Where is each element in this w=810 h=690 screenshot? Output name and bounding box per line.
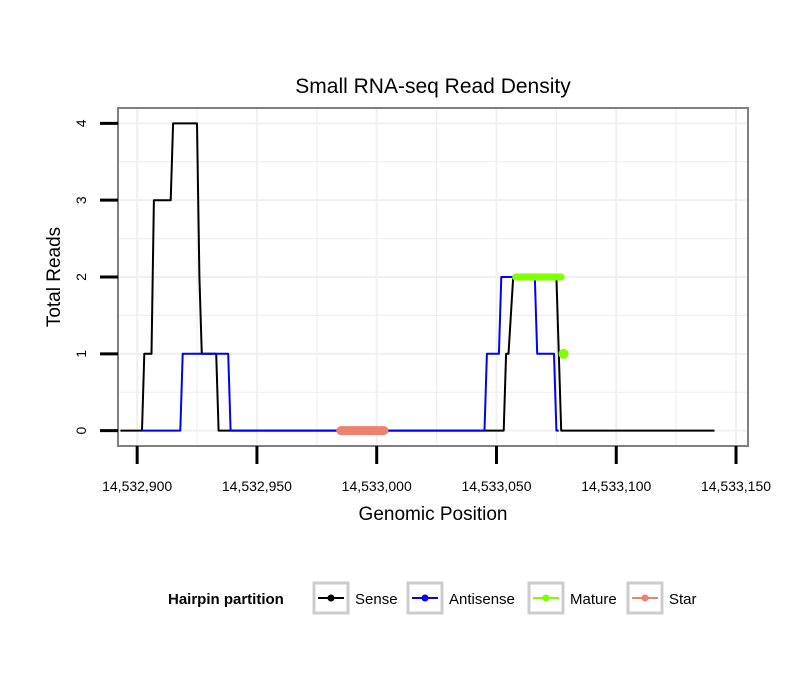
legend-item-star: Star xyxy=(626,581,697,615)
legend-item-sense: Sense xyxy=(312,581,398,615)
x-axis-label: Genomic Position xyxy=(359,504,508,525)
x-tick-label: 14,533,000 xyxy=(342,478,412,494)
legend-key-dot xyxy=(327,594,335,602)
y-axis-label: Total Reads xyxy=(44,227,65,327)
x-tick-label: 14,533,100 xyxy=(581,478,651,494)
legend-label: Star xyxy=(669,591,697,608)
axes: 14,532,900 14,532,950 14,533,000 14,533,050… xyxy=(73,119,771,494)
legend-label: Antisense xyxy=(449,591,515,608)
chart-title: Small RNA-seq Read Density xyxy=(295,75,571,98)
y-tick-label: 2 xyxy=(73,273,89,281)
legend-key-dot xyxy=(421,594,429,602)
x-tick-label: 14,532,950 xyxy=(222,478,292,494)
x-tick-label: 14,533,150 xyxy=(701,478,771,494)
y-tick-label: 0 xyxy=(73,427,89,435)
y-tick-label: 4 xyxy=(73,119,89,127)
legend-label: Mature xyxy=(570,591,617,608)
legend-item-mature: Mature xyxy=(527,581,617,615)
x-tick-label: 14,532,900 xyxy=(102,478,172,494)
y-tick-label: 1 xyxy=(73,350,89,358)
x-tick-label: 14,533,050 xyxy=(461,478,531,494)
legend-item-antisense: Antisense xyxy=(406,581,515,615)
legend-key-dot xyxy=(641,594,649,602)
series-antisense-line xyxy=(142,276,559,432)
y-tick-label: 3 xyxy=(73,196,89,204)
series-layer xyxy=(120,122,715,436)
legend: Hairpin partition Sense Antisense Mature St… xyxy=(168,581,697,615)
legend-key-dot xyxy=(542,594,550,602)
legend-title: Hairpin partition xyxy=(168,591,284,608)
series-mature-point xyxy=(558,348,569,359)
legend-label: Sense xyxy=(355,591,398,608)
